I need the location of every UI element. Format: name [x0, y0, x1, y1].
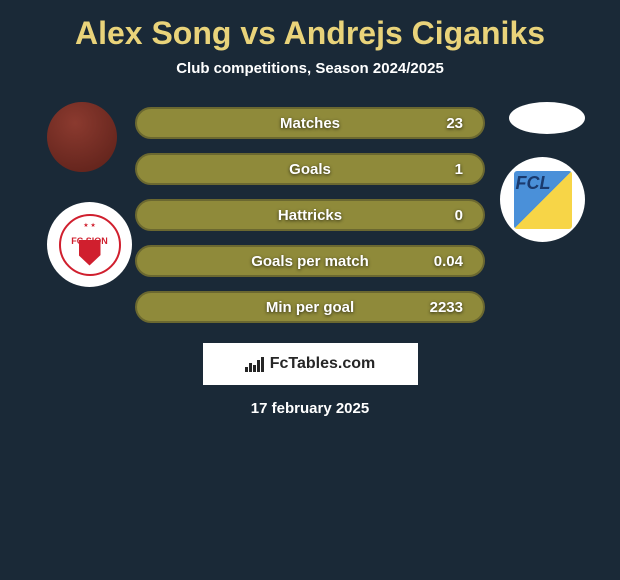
player-avatar-left: [47, 102, 117, 172]
club-right-label: FCL: [516, 173, 551, 194]
stat-label: Matches: [280, 115, 340, 132]
main-container: Alex Song vs Andrejs Ciganiks Club compe…: [0, 0, 620, 427]
club-badge-left-inner: ★ ★ FC SION: [59, 214, 121, 276]
stat-bar-mpg: Min per goal 2233: [135, 291, 485, 323]
brand-label: FcTables.com: [270, 355, 376, 373]
stat-value: 1: [455, 161, 463, 178]
stat-label: Hattricks: [278, 207, 342, 224]
stat-bar-hattricks: Hattricks 0: [135, 199, 485, 231]
stat-value: 2233: [430, 299, 463, 316]
club-left-stars-icon: ★ ★: [83, 222, 95, 229]
stat-label: Goals: [289, 161, 331, 178]
stat-bar-goals: Goals 1: [135, 153, 485, 185]
chart-icon: [245, 357, 264, 372]
brand-box[interactable]: FcTables.com: [203, 343, 418, 385]
club-badge-right: FCL: [500, 157, 585, 242]
stat-value: 0.04: [434, 253, 463, 270]
stats-column: Matches 23 Goals 1 Hattricks 0 Goals per…: [135, 102, 485, 323]
page-title: Alex Song vs Andrejs Ciganiks: [75, 15, 545, 52]
stat-value: 0: [455, 207, 463, 224]
stat-value: 23: [446, 115, 463, 132]
stat-label: Goals per match: [251, 253, 369, 270]
content-row: ★ ★ FC SION Matches 23 Goals 1 Hattricks…: [0, 102, 620, 323]
subtitle: Club competitions, Season 2024/2025: [176, 60, 444, 77]
club-left-shield-icon: [79, 240, 101, 266]
club-badge-left: ★ ★ FC SION: [47, 202, 132, 287]
date-text: 17 february 2025: [251, 400, 369, 417]
stat-label: Min per goal: [266, 299, 354, 316]
club-badge-right-inner: FCL: [514, 171, 572, 229]
player-avatar-right: [509, 102, 585, 134]
stat-bar-matches: Matches 23: [135, 107, 485, 139]
stat-bar-gpm: Goals per match 0.04: [135, 245, 485, 277]
